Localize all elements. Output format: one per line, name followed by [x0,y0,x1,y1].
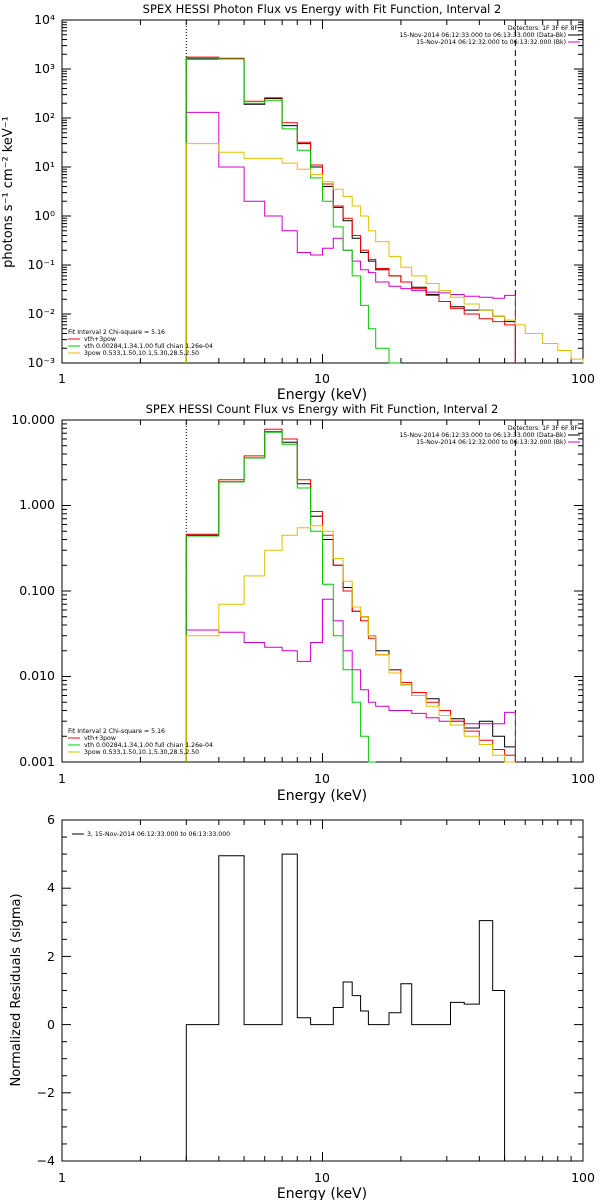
legend-bottom: Fit Interval 2 Chi-square = 5.16 vth+3po… [68,329,213,357]
series-vth [185,431,376,763]
y-tick-label: 10² [34,110,55,125]
series-vth [185,57,401,364]
series-3pow [185,525,516,763]
y-tick-label: 0.100 [19,583,55,598]
legend-top: Detectors: 1F 3F 6F 8F 15-Nov-2014 06:12… [399,25,580,46]
legend-entry-label: vth+3pow [84,336,116,343]
y-tick-label: 0.010 [19,668,55,683]
y-tick-label: 4 [47,880,55,895]
plot-frame [61,419,584,763]
y-tick-marks [62,419,583,763]
panel-count-flux: SPEX HESSI Count Flux vs Energy with Fit… [11,402,595,804]
y-tick-label: 10¹ [34,159,55,174]
chart-title: SPEX HESSI Count Flux vs Energy with Fit… [146,402,499,416]
legend-entry-label: vth+3pow [84,735,116,742]
legend-entry-label: 15-Nov-2014 06:12:33.000 to 06:13:33.000… [399,432,566,439]
x-tick-label: 100 [571,1170,595,1185]
legend-top: 3, 15-Nov-2014 06:12:33.000 to 06:13:33.… [72,831,230,838]
legend-entry-label: 3pow 0.533,1.50,10.1,5.30,28.5,2.50 [84,350,199,357]
y-axis-label: Normalized Residuals (sigma) [9,893,24,1086]
series-bk [185,111,516,363]
y-tick-label: 1.000 [19,497,55,512]
x-tick-label: 10 [314,371,330,386]
series-3pow [185,143,584,363]
series-group [185,853,506,1161]
x-axis-label: Energy (keV) [277,387,367,403]
legend-entry-label: 15-Nov-2014 06:12:32.000 to 06:13:32.000… [416,39,566,46]
y-tick-label: 10⁻² [27,306,55,321]
y-tick-label: 10⁻¹ [27,257,55,272]
x-tick-label: 100 [571,371,595,386]
series-data-bk [185,58,516,363]
legend-bottom: Fit Interval 2 Chi-square = 5.16 vth+3po… [68,728,213,756]
x-tick-label: 1 [58,1170,66,1185]
series-3-15-nov-2014-06-12-33-000-to-06-13-33-000 [185,853,506,1161]
y-tick-marks [62,819,583,1162]
legend-header: Fit Interval 2 Chi-square = 5.16 [68,329,165,336]
panel-residuals: Energy (keV) Normalized Residuals (sigma… [9,812,595,1202]
x-tick-label: 100 [571,771,595,786]
y-axis-label: photons s⁻¹ cm⁻² keV⁻¹ [1,116,16,268]
legend-entry-label: vth 0.00284,1.34,1.00 full chian 1.26e-0… [84,742,213,749]
y-tick-label: 0.001 [19,754,55,769]
x-tick-label: 1 [58,371,66,386]
x-tick-marks [61,820,584,1161]
x-axis-label: Energy (keV) [277,788,367,804]
legend-entry-label: 15-Nov-2014 06:12:32.000 to 06:13:32.000… [416,439,566,446]
y-tick-label: 2 [47,949,55,964]
y-tick-label: −4 [37,1153,55,1168]
legend-header: Detectors: 1F 3F 6F 8F [508,25,579,32]
panel-photon-flux: SPEX HESSI Photon Flux vs Energy with Fi… [1,2,595,403]
legend-header: Detectors: 1F 3F 6F 8F [508,425,579,432]
y-tick-label: 0 [47,1017,55,1032]
series-group [185,428,516,763]
y-tick-label: 10⁻³ [27,355,55,370]
x-tick-label: 10 [314,1170,330,1185]
series-group [185,56,584,364]
legend-top: Detectors: 1F 3F 6F 8F 15-Nov-2014 06:12… [399,425,580,446]
legend-header: Fit Interval 2 Chi-square = 5.16 [68,728,165,735]
y-tick-label: −2 [37,1085,55,1100]
y-tick-label: 6 [47,812,55,827]
y-tick-marks [62,19,583,364]
legend-entry-label: vth 0.00284,1.34,1.00 full chian 1.26e-0… [84,343,213,350]
x-tick-marks [61,420,584,762]
x-axis-label: Energy (keV) [277,1186,367,1200]
series-vth-3pow [185,56,516,363]
y-tick-label: 10⁴ [34,12,55,27]
y-tick-label: 10³ [34,61,55,76]
x-tick-label: 1 [58,771,66,786]
y-tick-label: 10⁰ [34,208,55,223]
y-tick-label: 10.000 [11,412,55,427]
chart-title: SPEX HESSI Photon Flux vs Energy with Fi… [143,2,502,16]
legend-entry-label: 3, 15-Nov-2014 06:12:33.000 to 06:13:33.… [87,831,230,838]
legend-entry-label: 3pow 0.533,1.50,10.1,5.30,28.5,2.50 [84,749,199,756]
legend-entry-label: 15-Nov-2014 06:12:33.000 to 06:13:33.000… [399,32,566,39]
series-bk [185,598,516,762]
series-vth-3pow [185,428,516,762]
x-tick-label: 10 [314,771,330,786]
